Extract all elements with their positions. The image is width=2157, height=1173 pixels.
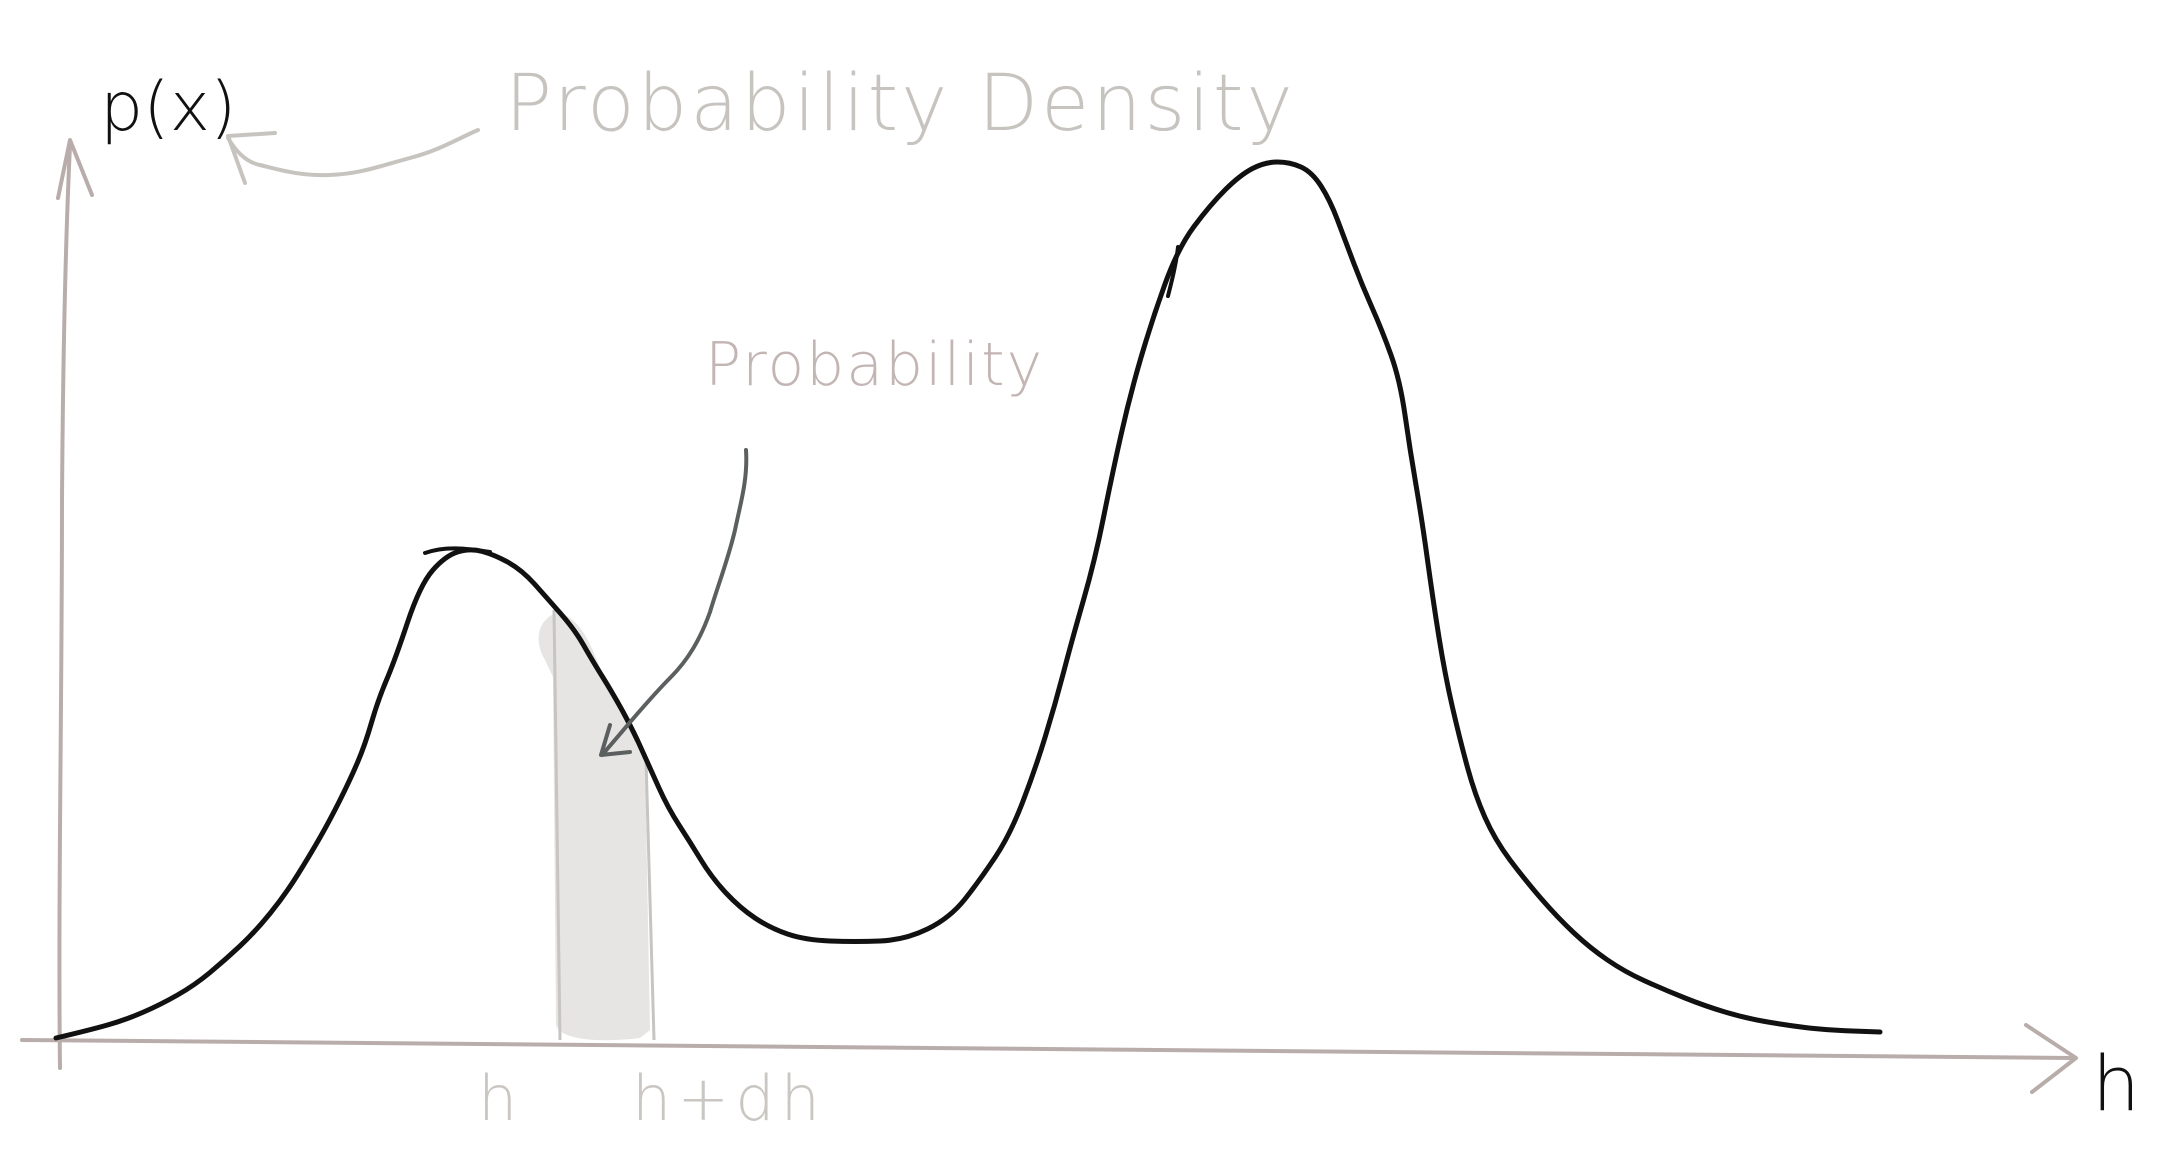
- h-dh-boundary-line: [644, 759, 656, 1041]
- title-arrowhead: [226, 131, 277, 185]
- x-axis-arrowhead: [2024, 1023, 2078, 1094]
- y-axis-label: p(x): [100, 68, 236, 147]
- x-tick-label-h-plus-dh: h+dh: [632, 1062, 826, 1135]
- callout-arrowhead: [599, 723, 632, 757]
- x-axis: [20, 1038, 2074, 1060]
- title-arrow: [226, 128, 480, 178]
- y-axis: [57, 143, 72, 1070]
- probability-shaded-region: [538, 612, 650, 1041]
- x-axis-label: h: [2092, 1039, 2140, 1128]
- callout-arrow: [600, 448, 749, 757]
- density-curve: [53, 159, 1883, 1041]
- y-axis-arrowhead: [56, 138, 94, 200]
- h-boundary-line: [552, 609, 562, 1041]
- probability-annotation: Probability: [705, 330, 1044, 400]
- curve-overdraw-peak2: [1166, 245, 1180, 298]
- x-tick-label-h: h: [478, 1062, 523, 1135]
- chart-title: Probability Density: [505, 59, 1296, 149]
- curve-overdraw-peak1: [423, 546, 492, 555]
